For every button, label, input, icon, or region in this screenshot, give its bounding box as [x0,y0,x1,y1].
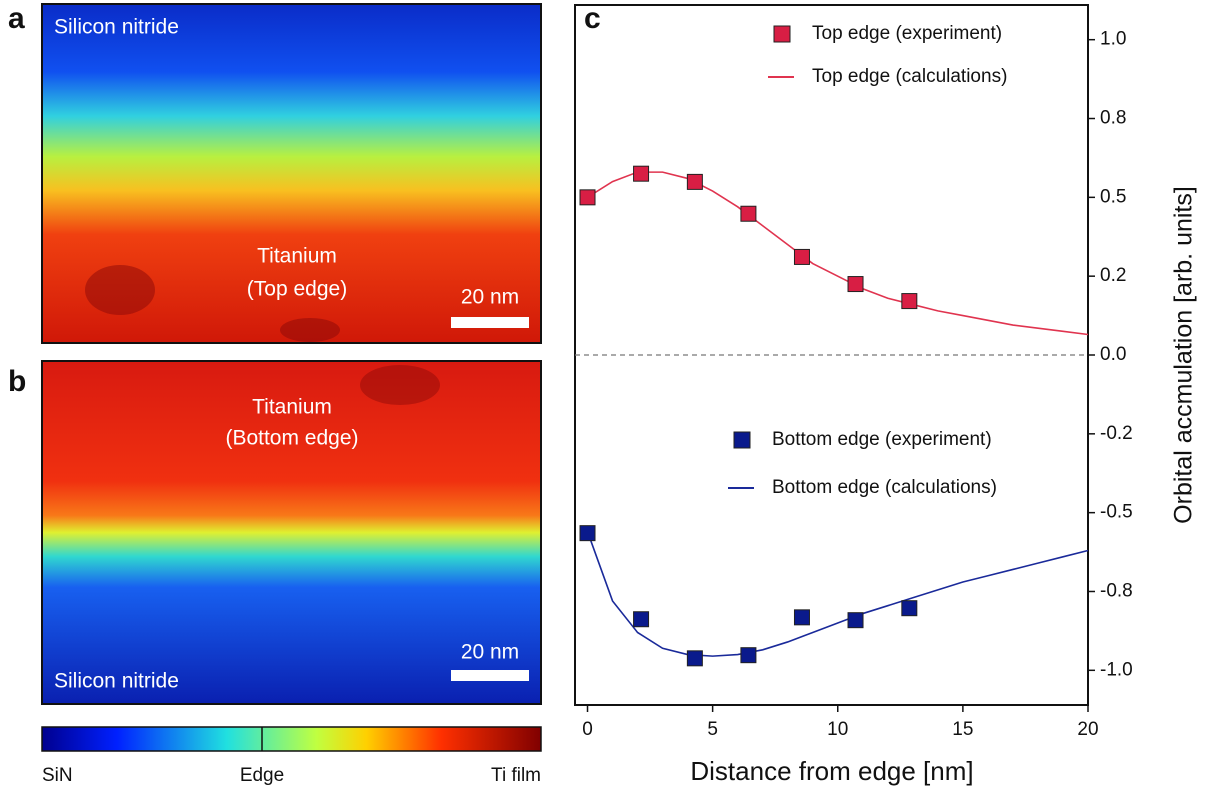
x-axis-label: Distance from edge [nm] [690,756,973,786]
x-tick-label: 20 [1077,719,1098,740]
y-tick-label: 0.0 [1100,344,1126,365]
legend-label: Top edge (calculations) [812,66,1007,87]
marker [847,276,864,293]
marker [901,293,918,310]
panel-a: a Silicon nitride Titanium (Top edge) 20… [8,2,542,344]
panel-letter: c [584,2,601,35]
legend-marker [773,25,791,43]
marker [793,248,810,265]
scale-bar [451,317,529,328]
marker [686,650,703,667]
marker [633,611,650,628]
x-tick-label: 5 [707,719,718,740]
dark-spot [280,318,340,342]
y-tick-label: -0.2 [1100,423,1133,444]
y-tick-label: -1.0 [1100,659,1133,680]
heatmap [41,360,542,705]
dark-spot [85,265,155,315]
marker [740,647,757,664]
y-tick-label: -0.5 [1100,502,1133,523]
y-tick-label: 1.0 [1100,29,1126,50]
x-tick-label: 0 [582,719,593,740]
marker [686,173,703,190]
x-tick-label: 10 [827,719,848,740]
legend-label: Bottom edge (experiment) [772,429,992,450]
y-tick-label: -0.8 [1100,581,1133,602]
y-tick-label: 0.2 [1100,265,1126,286]
marker [847,612,864,629]
legend-label: Bottom edge (calculations) [772,477,997,498]
y-axis-label: Orbital accmulation [arb. units] [1170,186,1198,524]
region-label: Silicon nitride [54,670,179,693]
scale-bar [451,670,529,681]
edge-label: (Top edge) [247,278,347,301]
colorbar-label: Edge [240,765,284,786]
marker [579,189,596,206]
colorbar-label: Ti film [491,765,541,786]
calc-line [586,531,1089,657]
y-tick-label: 0.5 [1100,186,1126,207]
colorbar-gradient [41,726,542,752]
marker [901,600,918,617]
marker [579,525,596,542]
marker [740,205,757,222]
calc-line [587,171,1089,336]
legend-marker [733,431,751,449]
scale-bar-label: 20 nm [461,641,519,664]
dark-spot [360,365,440,405]
edge-label: (Bottom edge) [225,427,358,450]
legend-label: Top edge (experiment) [812,23,1002,44]
marker [793,609,810,626]
colorbar: SiN Edge Ti film [41,726,542,786]
marker [633,165,650,182]
panel-letter: b [8,365,26,398]
metal-label: Titanium [252,396,332,419]
panel-letter: a [8,2,25,35]
scale-bar-label: 20 nm [461,286,519,309]
metal-label: Titanium [257,245,337,268]
y-tick-label: 0.8 [1100,108,1126,129]
x-tick-label: 15 [952,719,973,740]
panel-b: b Titanium (Bottom edge) Silicon nitride… [8,360,542,705]
colorbar-label: SiN [42,765,73,786]
region-label: Silicon nitride [54,16,179,39]
chart-c: c Distance from edge [nm] Orbital accmul… [574,2,1198,786]
